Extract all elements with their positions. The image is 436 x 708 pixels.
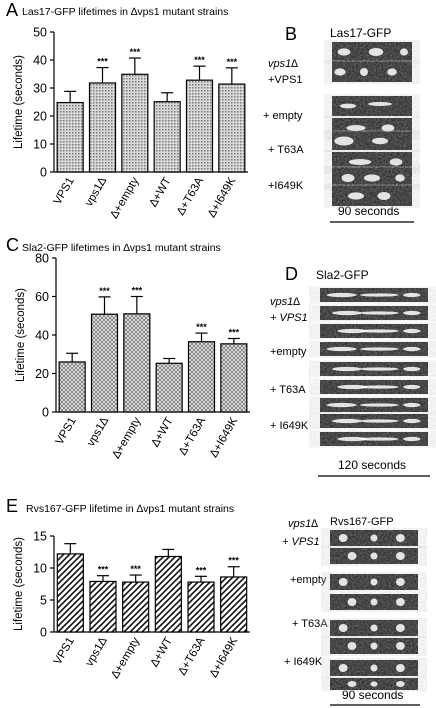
kymograph-title-f: Rvs167-GFP — [330, 516, 394, 528]
bar-a-2 — [121, 73, 149, 173]
significance-c-5: *** — [229, 327, 240, 337]
row-label-b-3: +I649K — [268, 180, 304, 192]
scale-label-b: 90 seconds — [338, 204, 400, 218]
row-label-d-2: + T63A — [270, 384, 306, 396]
y-tick-label-c-1: 20 — [35, 367, 49, 381]
significance-c-1: *** — [99, 286, 110, 296]
row-label-f-2: + T63A — [292, 618, 328, 630]
y-tick-label-e-2: 10 — [33, 562, 47, 576]
panel-letter-d: D — [285, 264, 298, 284]
kymo-strip-d-6 — [320, 398, 428, 412]
y-tick-label-c-0: 0 — [42, 406, 49, 420]
bar-c-3 — [155, 362, 183, 413]
kymograph-title-d: Sla2-GFP — [316, 268, 369, 282]
kymo-strip-d-2 — [320, 324, 428, 338]
significance-c-4: *** — [196, 322, 207, 332]
kymo-strip-b-2 — [332, 96, 412, 116]
significance-a-1: *** — [97, 57, 108, 67]
bar-e-1 — [89, 580, 117, 633]
row-label-b-0: +VPS1 — [268, 74, 303, 86]
significance-e-5: *** — [228, 556, 239, 566]
kymo-strip-f-5 — [330, 638, 418, 654]
kymo-strip-d-7 — [320, 414, 428, 428]
kymo-strip-f-4 — [330, 620, 418, 636]
row-label-d-1: +empty — [270, 346, 307, 358]
bar-c-5 — [220, 343, 248, 413]
bar-c-2 — [123, 313, 151, 413]
kymo-strip-b-4 — [332, 132, 412, 150]
kymo-strip-b-0 — [332, 42, 412, 62]
row-label-b-1: + empty — [263, 110, 303, 122]
kymo-strip-b-1 — [332, 62, 412, 82]
kymo-strip-f-6 — [330, 660, 418, 676]
kymo-strip-b-7 — [332, 186, 412, 206]
row-label-f-3: + I649K — [284, 656, 323, 668]
row-label-b-2: + T63A — [268, 144, 304, 156]
chart-title-c: Sla2-GFP lifetimes in ∆vps1 mutant strai… — [22, 242, 221, 254]
strain-label-f: vps1∆ — [288, 518, 318, 530]
kymo-strip-f-1 — [330, 548, 418, 564]
significance-e-1: *** — [98, 565, 109, 575]
significance-a-2: *** — [130, 47, 141, 57]
bar-a-0 — [56, 101, 84, 173]
kymo-strip-d-0 — [320, 288, 428, 302]
bar-c-4 — [187, 341, 216, 413]
kymo-strip-f-0 — [330, 530, 418, 546]
chart-title-a: Las17-GFP lifetimes in ∆vps1 mutant stra… — [22, 6, 229, 18]
kymo-strip-d-4 — [320, 362, 428, 376]
significance-e-4: *** — [196, 565, 207, 575]
row-label-d-3: + I649K — [270, 420, 309, 432]
scale-label-f: 90 seconds — [342, 688, 404, 702]
significance-c-2: *** — [132, 286, 143, 296]
bar-c-1 — [90, 313, 119, 413]
bar-e-2 — [122, 581, 150, 633]
kymo-strip-d-5 — [320, 380, 428, 394]
bar-a-4 — [185, 79, 214, 173]
kymo-strip-f-3 — [330, 594, 418, 610]
y-axis-label-e: Lifetime (seconds) — [13, 537, 25, 631]
y-tick-label-c-2: 40 — [35, 329, 49, 343]
significance-e-2: *** — [130, 564, 141, 574]
y-tick-label-a-0: 0 — [40, 166, 47, 180]
y-axis-label-a: Lifetime (seconds) — [13, 55, 25, 149]
y-tick-label-a-4: 40 — [33, 54, 47, 68]
bar-e-3 — [154, 555, 182, 633]
panel-letter-e: E — [6, 496, 19, 516]
y-tick-label-e-1: 5 — [40, 594, 47, 608]
y-axis-label-c: Lifetime (seconds) — [15, 288, 27, 382]
y-tick-label-a-2: 20 — [33, 110, 47, 124]
panel-letter-b: B — [285, 24, 298, 44]
kymo-strip-b-6 — [332, 168, 412, 188]
row-label-d-0: + VPS1 — [270, 312, 308, 324]
kymo-strip-b-5 — [332, 152, 412, 172]
panel-letter-c: C — [6, 235, 19, 255]
kymo-strip-f-2 — [330, 574, 418, 590]
scale-label-d: 120 seconds — [338, 458, 407, 472]
strain-label-d: vps1∆ — [270, 296, 300, 308]
kymograph-title-b: Las17-GFP — [330, 26, 392, 40]
kymo-strip-d-8 — [320, 432, 428, 446]
panel-letter-a: A — [6, 0, 19, 20]
y-tick-label-e-0: 0 — [40, 626, 47, 640]
y-tick-label-a-3: 30 — [33, 82, 47, 96]
chart-title-e: Rvs167-GFP lifetime in ∆vps1 mutant stra… — [26, 503, 235, 515]
y-tick-label-a-1: 10 — [33, 138, 47, 152]
y-tick-label-c-4: 80 — [35, 252, 49, 266]
kymo-strip-f-7 — [330, 678, 418, 690]
row-label-f-0: + VPS1 — [282, 536, 320, 548]
kymo-strip-d-3 — [320, 342, 428, 356]
y-tick-label-e-3: 15 — [33, 530, 47, 544]
y-tick-label-c-3: 60 — [35, 290, 49, 304]
strain-label-b: vps1∆ — [268, 58, 298, 70]
bar-a-5 — [218, 83, 246, 173]
row-label-f-1: +empty — [290, 574, 327, 586]
kymo-strip-d-1 — [320, 306, 428, 320]
significance-a-4: *** — [194, 55, 205, 65]
significance-a-5: *** — [227, 57, 238, 67]
y-tick-label-a-5: 50 — [33, 26, 47, 40]
